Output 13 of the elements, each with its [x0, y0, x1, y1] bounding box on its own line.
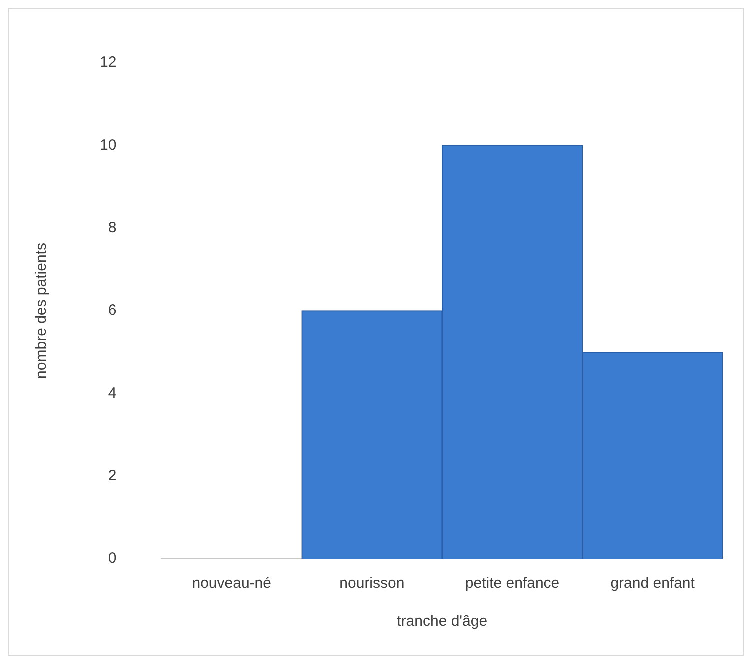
- y-tick-label: 0: [108, 550, 117, 568]
- x-tick-label: nourisson: [340, 575, 405, 592]
- y-axis-title: nombre des patients: [33, 243, 50, 379]
- x-tick-label: grand enfant: [610, 575, 696, 592]
- x-tick-label: nouveau-né: [192, 575, 272, 592]
- y-tick-label: 8: [108, 219, 117, 236]
- y-tick-label: 4: [108, 384, 117, 402]
- x-axis-title: tranche d'âge: [397, 613, 488, 630]
- y-tick-label: 12: [100, 54, 117, 72]
- y-tick-label: 10: [100, 136, 117, 154]
- y-tick-label: 2: [108, 467, 117, 484]
- y-tick-label: 6: [108, 302, 117, 320]
- x-tick-label: petite enfance: [465, 575, 560, 592]
